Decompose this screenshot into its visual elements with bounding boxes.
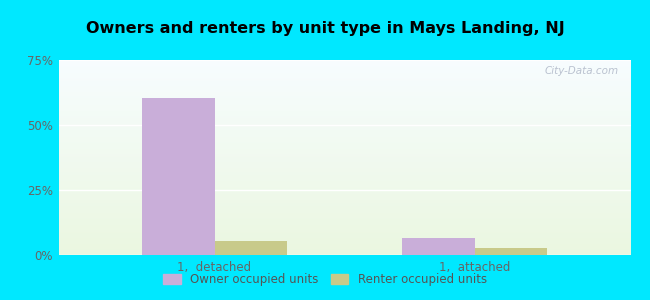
Bar — [402, 238, 474, 255]
Bar — [474, 248, 547, 255]
Legend: Owner occupied units, Renter occupied units: Owner occupied units, Renter occupied un… — [159, 269, 491, 291]
Bar — [142, 98, 214, 255]
Text: City-Data.com: City-Data.com — [545, 66, 619, 76]
Text: Owners and renters by unit type in Mays Landing, NJ: Owners and renters by unit type in Mays … — [86, 21, 564, 36]
Bar — [214, 241, 287, 255]
